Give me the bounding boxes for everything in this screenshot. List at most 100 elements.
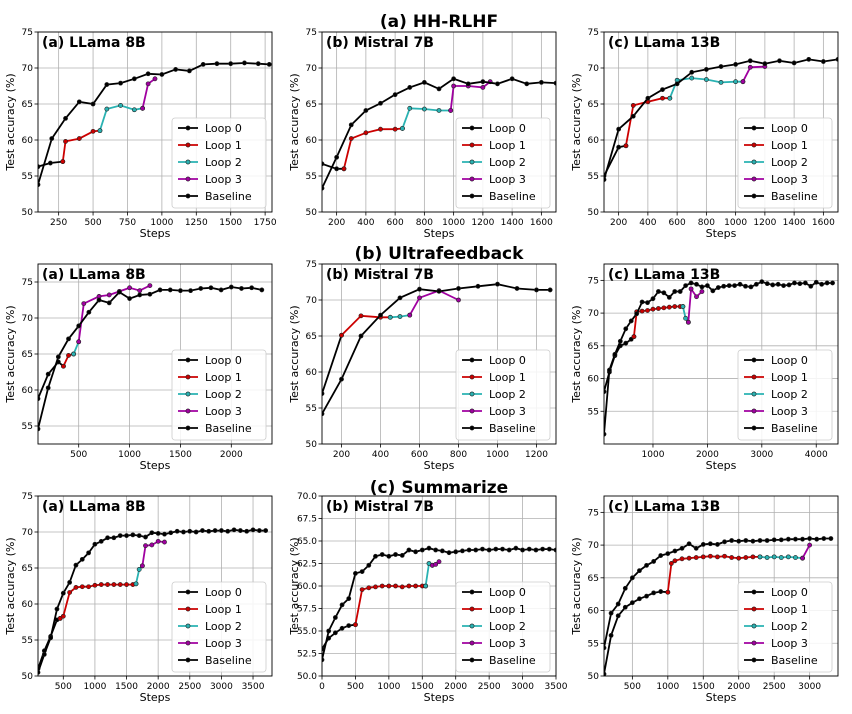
data-point-baseline (353, 571, 358, 576)
data-point-baseline (322, 411, 325, 417)
data-point-loop-0 (608, 633, 614, 638)
data-point-baseline (665, 551, 671, 556)
data-point-loop-3 (155, 538, 161, 544)
y-axis-label: Test accuracy (%) (4, 305, 17, 403)
data-point-loop-0 (658, 589, 664, 594)
data-point-baseline (617, 338, 623, 344)
data-point-baseline (634, 311, 640, 317)
y-tick-label: 75 (306, 28, 317, 38)
data-point-loop-2 (718, 80, 724, 85)
legend-entry: Loop 3 (205, 637, 242, 650)
y-axis-label: Test accuracy (%) (570, 73, 583, 171)
legend-marker (185, 391, 191, 397)
data-point-baseline (147, 291, 153, 297)
legend: Loop 0 Loop 1 Loop 2 Loop 3 Baseline (737, 117, 833, 209)
data-point-loop-0 (622, 604, 628, 610)
data-point-baseline (656, 289, 661, 294)
data-point-loop-3 (147, 283, 153, 288)
legend-marker (469, 159, 475, 165)
data-point-loop-1 (707, 553, 713, 559)
data-point-baseline (793, 536, 798, 542)
legend-entry: Loop 3 (205, 405, 242, 418)
data-point-baseline (359, 569, 365, 574)
data-point-baseline (451, 76, 457, 82)
y-tick-label: 75 (22, 278, 33, 288)
data-point-loop-2 (397, 314, 403, 319)
legend-entry: Baseline (771, 422, 818, 435)
x-tick-label: 1200 (471, 218, 494, 228)
legend-marker (751, 176, 757, 182)
data-point-baseline (392, 92, 398, 98)
data-point-baseline (231, 527, 237, 533)
y-tick-label: 75 (306, 260, 317, 270)
panel-7: 500 1000 1500 2000 2500 3000 3500 50 55 60 65 70 75 (… (4, 492, 273, 704)
data-point-loop-1 (660, 95, 665, 101)
data-point-loop-1 (672, 558, 678, 564)
data-point-baseline (824, 280, 830, 286)
data-point-baseline (721, 283, 727, 289)
y-tick-label: 70 (306, 64, 318, 74)
x-tick-label: 800 (698, 218, 715, 228)
legend-marker (469, 623, 475, 629)
legend-marker (185, 623, 191, 629)
data-point-loop-3 (137, 288, 143, 294)
data-point-baseline (198, 286, 204, 291)
series-line-loop-0 (38, 360, 64, 399)
legend-marker (469, 357, 475, 363)
data-point-baseline (786, 282, 792, 288)
data-point-baseline (800, 536, 805, 542)
data-point-loop-0 (322, 161, 325, 167)
data-point-baseline (814, 536, 820, 542)
y-tick-label: 67.5 (297, 515, 317, 525)
data-point-baseline (703, 67, 709, 72)
x-tick-label: 250 (50, 218, 67, 228)
y-tick-label: 60.0 (297, 582, 317, 592)
y-tick-label: 70.0 (297, 492, 317, 502)
series-group (604, 279, 835, 437)
data-point-baseline (453, 549, 459, 555)
data-point-loop-2 (703, 77, 709, 82)
legend-marker (469, 606, 475, 612)
y-tick-label: 50.0 (297, 672, 317, 682)
data-point-baseline (835, 56, 838, 62)
data-point-baseline (378, 100, 383, 106)
data-point-loop-2 (71, 351, 77, 357)
data-point-baseline (339, 376, 344, 382)
data-point-baseline (480, 79, 486, 85)
data-point-baseline (473, 547, 479, 553)
legend-entry: Loop 2 (771, 620, 808, 633)
panel-4: 500 1000 1500 2000 55 60 65 70 75 (a) LLama 8B Ste… (4, 263, 273, 472)
x-axis-label: Steps (706, 459, 737, 472)
y-tick-label: 65 (588, 100, 599, 110)
data-point-baseline (145, 71, 151, 77)
legend-entry: Loop 2 (205, 620, 242, 633)
legend: Loop 0 Loop 1 Loop 2 Loop 3 Baseline (737, 349, 833, 441)
legend-marker (469, 142, 475, 148)
data-point-baseline (660, 87, 665, 92)
x-tick-label: 1500 (115, 682, 138, 692)
legend-entry: Baseline (771, 190, 818, 203)
data-point-loop-1 (393, 583, 398, 589)
data-point-loop-1 (679, 556, 685, 562)
data-point-baseline (104, 82, 110, 87)
y-tick-label: 75 (588, 28, 599, 38)
legend-marker (751, 159, 757, 165)
data-point-loop-1 (736, 555, 742, 561)
data-point-baseline (506, 547, 512, 553)
legend-entry: Baseline (771, 654, 818, 667)
y-tick-label: 52.5 (297, 650, 317, 660)
data-point-baseline (722, 539, 727, 545)
panels: 250 500 750 1000 1250 1500 1750505560657075(a)… (4, 28, 839, 704)
data-point-loop-1 (639, 308, 645, 314)
data-point-loop-3 (417, 295, 422, 301)
y-tick-label: 55 (588, 639, 599, 649)
data-point-baseline (533, 547, 539, 553)
data-point-baseline (86, 550, 91, 556)
data-point-baseline (208, 285, 214, 291)
legend-marker (751, 125, 757, 131)
data-point-loop-3 (407, 312, 413, 318)
x-tick-label: 500 (84, 218, 101, 228)
data-point-baseline (694, 281, 699, 287)
data-point-loop-3 (688, 286, 694, 292)
